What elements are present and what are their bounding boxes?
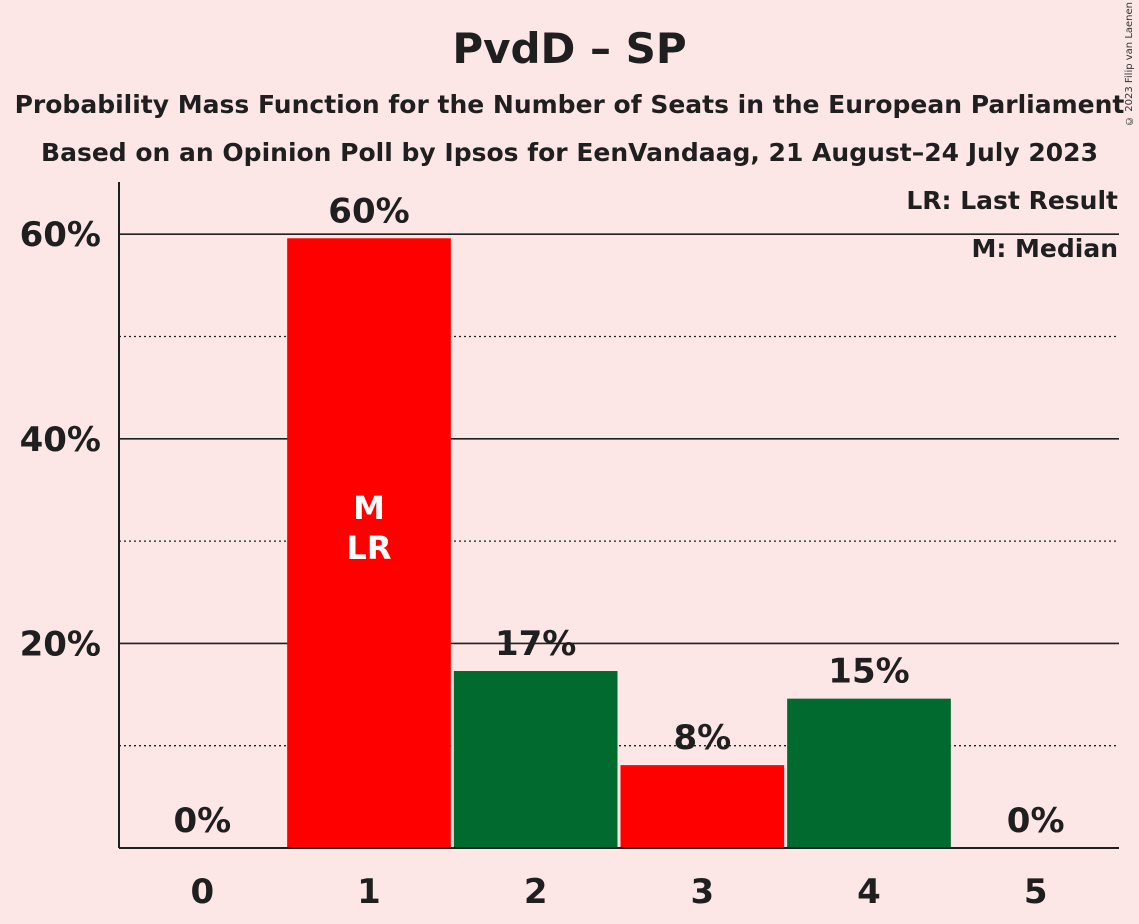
chart-subtitle-1: Probability Mass Function for the Number… <box>14 90 1125 119</box>
bar-value-label: 60% <box>328 191 409 231</box>
legend-median: M: Median <box>971 234 1118 263</box>
gridlines <box>119 233 1119 747</box>
bar-value-label: 17% <box>495 624 576 664</box>
tick-labels: 0 1 2 3 4 5 20% 40% 60% <box>20 215 1048 912</box>
bar-value-label: 0% <box>1007 801 1065 841</box>
bar-value-label: 0% <box>173 801 231 841</box>
x-tick-label: 4 <box>857 872 881 912</box>
x-tick-label: 3 <box>690 872 714 912</box>
bar-4 <box>787 698 951 848</box>
bar-3 <box>620 765 785 848</box>
last-result-marker: LR <box>346 529 391 567</box>
y-tick-label: 20% <box>20 624 101 664</box>
x-tick-label: 1 <box>357 872 381 912</box>
bar-value-label: 15% <box>828 652 909 692</box>
x-tick-label: 0 <box>190 872 214 912</box>
x-tick-label: 2 <box>524 872 548 912</box>
median-marker: M <box>353 489 385 527</box>
y-tick-label: 40% <box>20 420 101 460</box>
x-tick-label: 5 <box>1024 872 1048 912</box>
y-tick-label: 60% <box>20 215 101 255</box>
axes <box>118 182 1119 849</box>
chart-title: PvdD – SP <box>452 24 687 73</box>
chart-subtitle-2: Based on an Opinion Poll by Ipsos for Ee… <box>41 138 1098 167</box>
legend-last-result: LR: Last Result <box>906 186 1118 215</box>
bar-labels: 0% 60% 17% 8% 15% 0% MLR <box>173 191 1064 841</box>
bar-value-label: 8% <box>673 718 731 758</box>
bar-2 <box>453 671 618 848</box>
bar-1 <box>287 238 451 849</box>
bars <box>287 238 951 849</box>
